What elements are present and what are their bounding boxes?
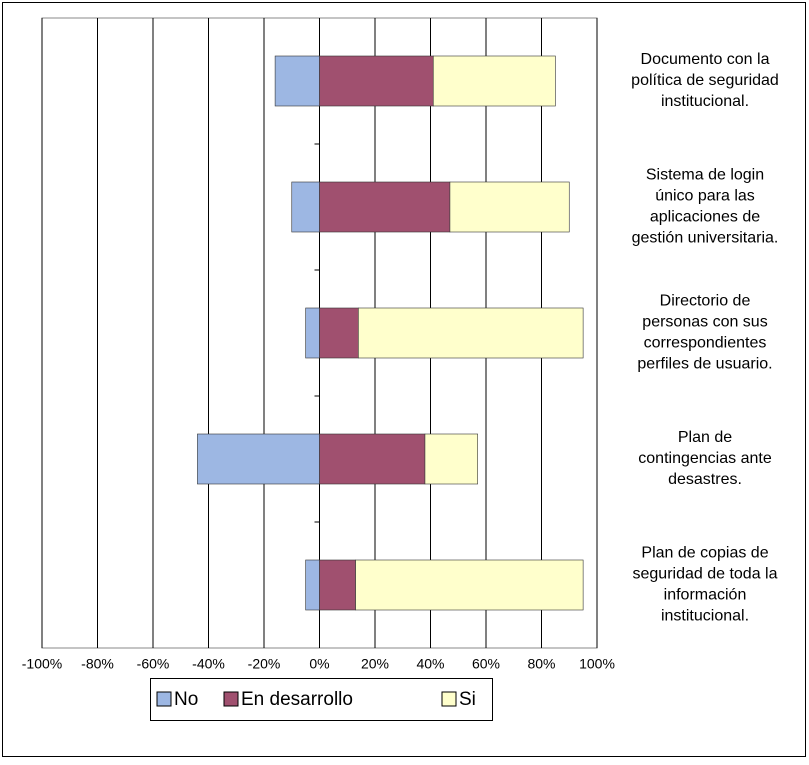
- x-tick-label: -80%: [81, 656, 114, 672]
- bar: [424, 433, 478, 485]
- x-tick-label: 60%: [472, 656, 500, 672]
- category-label: información: [664, 587, 747, 604]
- legend-box: [150, 678, 493, 721]
- x-tick-label: -60%: [137, 656, 170, 672]
- category-label: único para las: [655, 188, 755, 205]
- category-label: gestión universitaria.: [632, 230, 779, 247]
- x-tick-label: -40%: [192, 656, 225, 672]
- category-label: institucional.: [661, 93, 749, 110]
- x-tick-label: 0%: [309, 656, 329, 672]
- category-label: correspondientes: [644, 335, 767, 352]
- category-label: aplicaciones de: [650, 209, 760, 226]
- bar: [432, 55, 556, 107]
- legend-swatch: [156, 691, 172, 707]
- legend-label: No: [174, 689, 198, 710]
- bar: [449, 181, 570, 233]
- legend-label: Si: [459, 689, 476, 710]
- bar: [319, 55, 434, 107]
- x-tick-label: -100%: [22, 656, 62, 672]
- category-label: Documento con la: [641, 51, 770, 68]
- x-tick-label: 100%: [579, 656, 615, 672]
- x-tick-label: -20%: [248, 656, 281, 672]
- legend-label: En desarrollo: [241, 689, 353, 710]
- bar: [305, 559, 320, 611]
- legend-swatch: [441, 691, 457, 707]
- category-label: Directorio de: [660, 293, 751, 310]
- category-label: perfiles de usuario.: [637, 356, 772, 373]
- bar: [355, 559, 584, 611]
- category-label: contingencias ante: [638, 450, 772, 467]
- bar: [197, 433, 320, 485]
- bar: [358, 307, 584, 359]
- x-tick-label: 20%: [361, 656, 389, 672]
- bar: [319, 559, 356, 611]
- bar: [291, 181, 320, 233]
- category-label: política de seguridad: [631, 72, 779, 89]
- category-label: personas con sus: [642, 314, 767, 331]
- category-label: seguridad de toda la: [633, 566, 778, 583]
- bar: [319, 307, 359, 359]
- legend-swatch: [223, 691, 239, 707]
- category-label: Sistema de login: [646, 167, 764, 184]
- x-tick-label: 40%: [416, 656, 444, 672]
- category-label: Plan de: [678, 429, 732, 446]
- category-label: desastres.: [668, 471, 742, 488]
- category-label: institucional.: [661, 608, 749, 625]
- x-tick-label: 80%: [527, 656, 555, 672]
- category-label: Plan de copias de: [641, 545, 768, 562]
- bar: [274, 55, 320, 107]
- bar: [319, 181, 451, 233]
- bar: [305, 307, 320, 359]
- bar: [319, 433, 426, 485]
